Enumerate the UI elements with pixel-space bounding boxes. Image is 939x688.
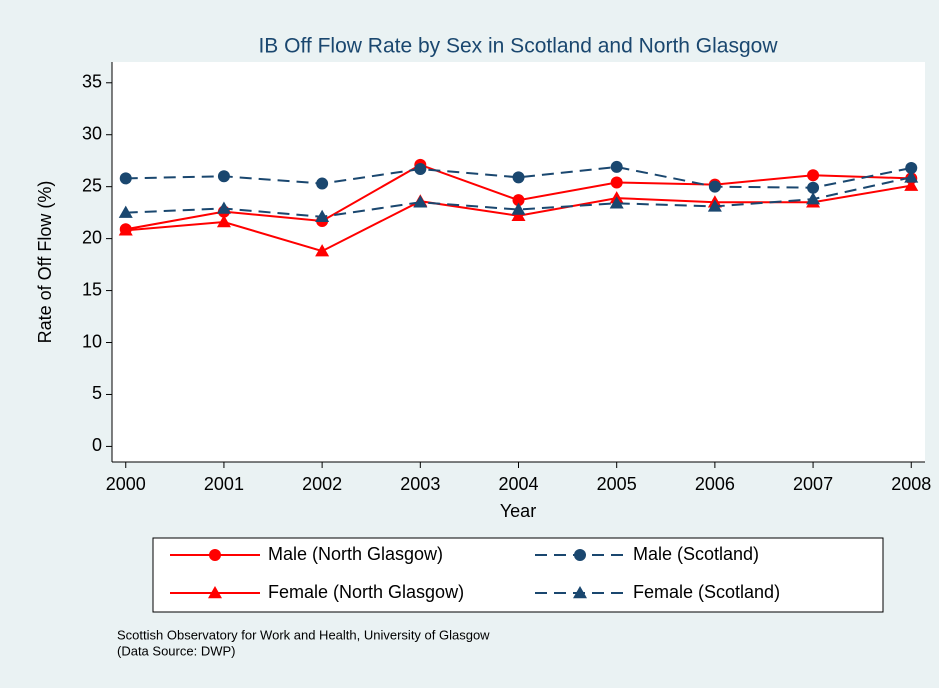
- x-tick-label: 2002: [302, 474, 342, 494]
- legend-label: Female (North Glasgow): [268, 582, 464, 602]
- marker: [904, 178, 919, 191]
- legend-label: Male (Scotland): [633, 544, 759, 564]
- note: (Data Source: DWP): [117, 643, 235, 658]
- x-tick-label: 2005: [597, 474, 637, 494]
- marker: [806, 192, 821, 205]
- y-tick-label: 0: [92, 435, 102, 455]
- marker: [905, 161, 918, 174]
- x-tick-label: 2007: [793, 474, 833, 494]
- marker: [807, 169, 820, 182]
- marker: [119, 172, 132, 185]
- marker: [512, 194, 525, 207]
- y-tick-label: 35: [82, 72, 102, 92]
- x-tick-label: 2004: [498, 474, 538, 494]
- marker: [413, 195, 428, 208]
- note: Scottish Observatory for Work and Health…: [117, 627, 490, 642]
- marker: [609, 196, 624, 209]
- legend-box: [152, 537, 884, 613]
- marker: [315, 244, 330, 257]
- legend-marker: [208, 586, 222, 599]
- marker: [217, 170, 230, 183]
- marker: [511, 208, 526, 222]
- chart-title: IB Off Flow Rate by Sex in Scotland and …: [258, 35, 778, 58]
- y-tick-label: 5: [92, 383, 102, 403]
- marker: [904, 170, 919, 183]
- legend-marker: [574, 549, 586, 561]
- legend-marker: [209, 549, 221, 561]
- plot-area: [112, 62, 925, 462]
- x-tick-label: 2001: [204, 474, 244, 494]
- y-axis-label: Rate of Off Flow (%): [35, 181, 55, 344]
- x-tick-label: 2003: [400, 474, 440, 494]
- marker: [610, 176, 623, 189]
- marker: [118, 205, 133, 218]
- marker: [807, 181, 820, 194]
- marker: [511, 202, 526, 215]
- marker: [216, 215, 231, 228]
- marker: [610, 160, 623, 173]
- marker: [118, 223, 133, 236]
- x-tick-label: 2006: [695, 474, 735, 494]
- marker: [315, 209, 330, 223]
- marker: [316, 177, 329, 190]
- legend-marker: [573, 586, 587, 599]
- x-tick-label: 2008: [891, 474, 931, 494]
- y-tick-label: 20: [82, 227, 102, 247]
- legend-label: Female (Scotland): [633, 582, 780, 602]
- marker: [708, 180, 721, 193]
- legend-label: Male (North Glasgow): [268, 544, 443, 564]
- y-tick-label: 15: [82, 279, 102, 299]
- marker: [707, 199, 722, 212]
- marker: [414, 163, 427, 176]
- x-axis-label: Year: [500, 501, 536, 521]
- marker: [512, 171, 525, 184]
- y-tick-label: 30: [82, 123, 102, 143]
- series-line: [125, 176, 912, 218]
- x-tick-label: 2000: [106, 474, 146, 494]
- y-tick-label: 25: [82, 175, 102, 195]
- marker: [216, 201, 231, 214]
- y-tick-label: 10: [82, 331, 102, 351]
